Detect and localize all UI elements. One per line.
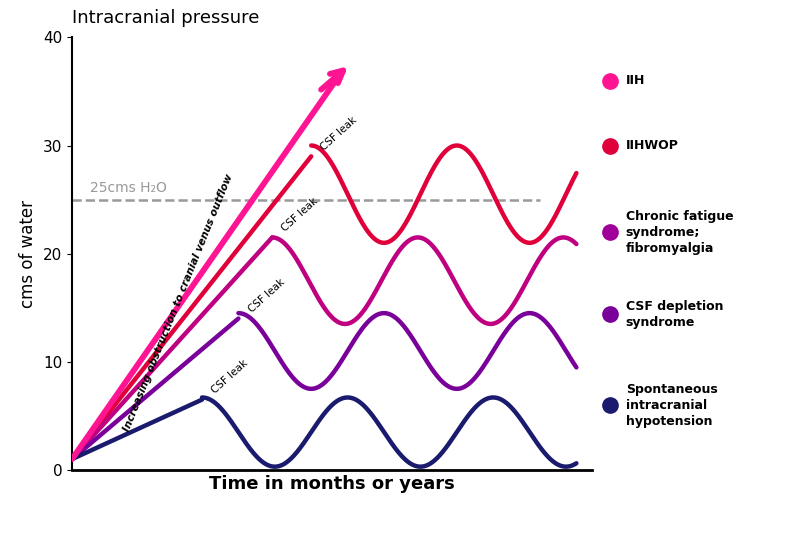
Text: IIH: IIH bbox=[626, 74, 645, 87]
X-axis label: Time in months or years: Time in months or years bbox=[209, 475, 455, 493]
Text: IIHWOP: IIHWOP bbox=[626, 139, 678, 152]
Text: CSF leak: CSF leak bbox=[210, 358, 250, 395]
Y-axis label: cms of water: cms of water bbox=[19, 200, 38, 308]
Text: 25cms H₂O: 25cms H₂O bbox=[90, 181, 167, 195]
Text: Intracranial pressure: Intracranial pressure bbox=[72, 10, 259, 27]
Text: Increasing obstruction to cranial venus outflow: Increasing obstruction to cranial venus … bbox=[122, 172, 235, 433]
Text: CSF depletion
syndrome: CSF depletion syndrome bbox=[626, 300, 723, 329]
Text: CSF leak: CSF leak bbox=[280, 195, 320, 233]
Text: CSF leak: CSF leak bbox=[246, 277, 286, 314]
Text: Chronic fatigue
syndrome;
fibromyalgia: Chronic fatigue syndrome; fibromyalgia bbox=[626, 209, 734, 255]
Text: Spontaneous
intracranial
hypotension: Spontaneous intracranial hypotension bbox=[626, 382, 718, 428]
Text: CSF leak: CSF leak bbox=[319, 114, 359, 152]
